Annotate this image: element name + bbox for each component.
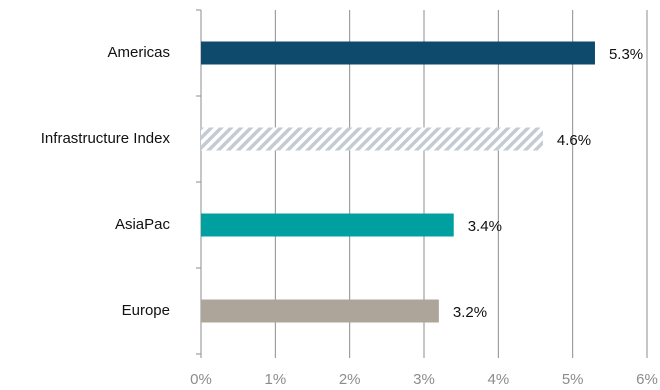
value-label-europe: 3.2% xyxy=(453,304,487,321)
x-tick-label-1pct: 1% xyxy=(264,371,286,388)
bar-asiapac xyxy=(201,213,454,237)
x-tick-label-3pct: 3% xyxy=(413,371,435,388)
category-label-infrastructure-index: Infrastructure Index xyxy=(41,130,171,147)
y-axis xyxy=(196,9,202,358)
category-labels: Americas Infrastructure Index AsiaPac Europ… xyxy=(41,44,171,319)
bar-americas xyxy=(201,41,595,65)
bar-europe xyxy=(201,299,439,323)
category-label-asiapac: AsiaPac xyxy=(115,216,171,233)
category-label-americas: Americas xyxy=(107,44,170,61)
value-label-infrastructure-index: 4.6% xyxy=(557,132,591,149)
x-tick-label-4pct: 4% xyxy=(487,371,509,388)
bar-infrastructure-index xyxy=(201,127,543,151)
x-tick-label-2pct: 2% xyxy=(339,371,361,388)
x-tick-label-0pct: 0% xyxy=(190,371,212,388)
category-label-europe: Europe xyxy=(122,302,170,319)
x-tick-label-5pct: 5% xyxy=(562,371,584,388)
value-labels: 5.3% 4.6% 3.4% 3.2% xyxy=(453,46,643,321)
x-tick-label-6pct: 6% xyxy=(636,371,658,388)
bars xyxy=(201,41,595,323)
value-label-americas: 5.3% xyxy=(609,46,643,63)
value-label-asiapac: 3.4% xyxy=(468,218,502,235)
x-tick-labels: 0% 1% 2% 3% 4% 5% 6% xyxy=(190,371,658,388)
